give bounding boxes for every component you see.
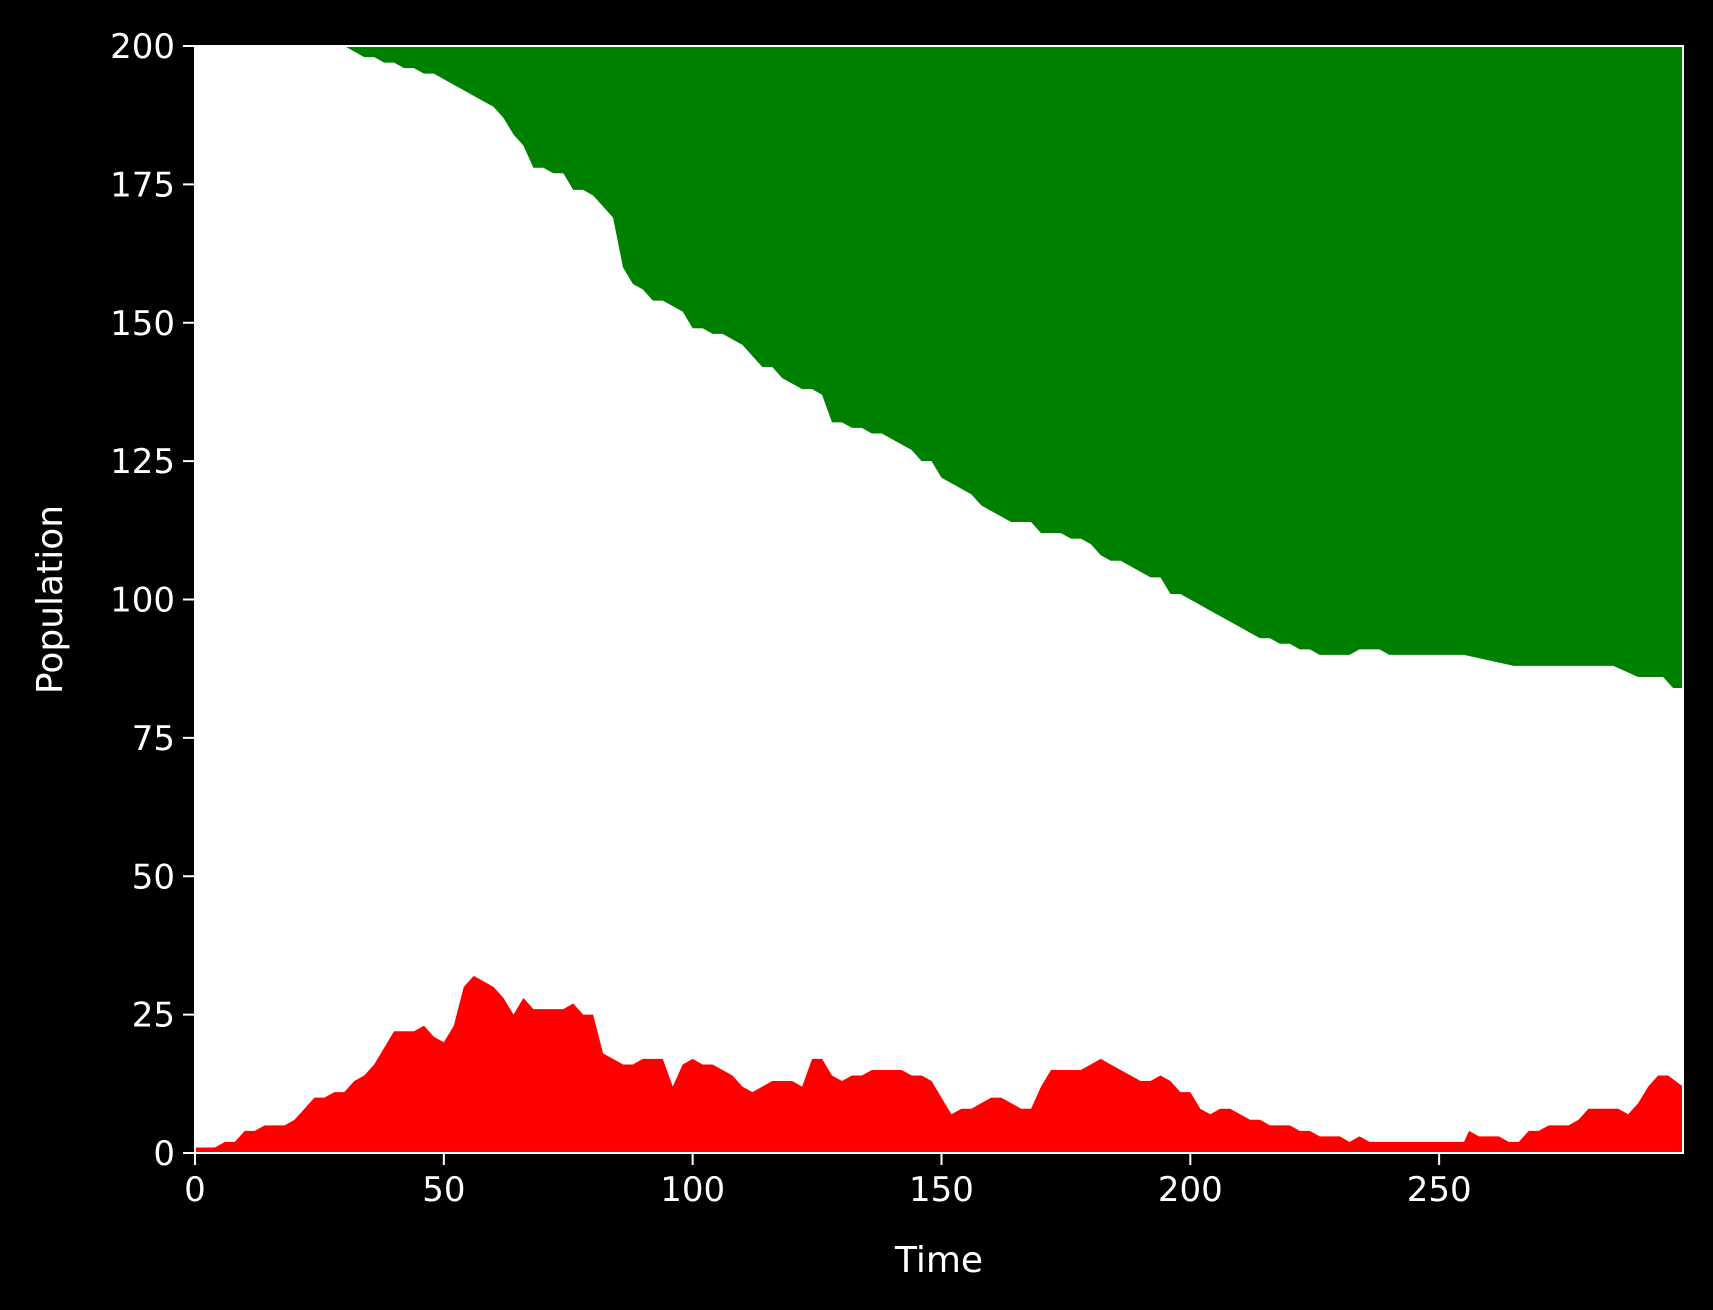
x-tick-label: 50 — [422, 1170, 465, 1210]
y-tick-label: 150 — [110, 304, 175, 344]
y-tick-label: 50 — [132, 857, 175, 897]
y-axis: 0 25 50 75 100 125 150 175 200 — [110, 27, 195, 1174]
x-tick-label: 150 — [909, 1170, 974, 1210]
infected-area — [195, 975, 1683, 1153]
x-tick-label: 0 — [184, 1170, 206, 1210]
x-tick-label: 250 — [1407, 1170, 1472, 1210]
y-tick-label: 175 — [110, 165, 175, 205]
y-tick-label: 0 — [153, 1134, 175, 1174]
x-tick-label: 200 — [1158, 1170, 1223, 1210]
y-tick-label: 25 — [132, 996, 175, 1036]
y-axis-label: Population — [30, 505, 71, 694]
recovered-area — [195, 46, 1683, 689]
y-tick-label: 125 — [110, 442, 175, 482]
x-axis-label: Time — [894, 1240, 983, 1281]
x-tick-label: 100 — [660, 1170, 725, 1210]
y-tick-label: 100 — [110, 581, 175, 621]
x-axis: 0 50 100 150 200 250 — [184, 1153, 1472, 1210]
y-tick-label: 75 — [132, 719, 175, 759]
y-tick-label: 200 — [110, 27, 175, 67]
